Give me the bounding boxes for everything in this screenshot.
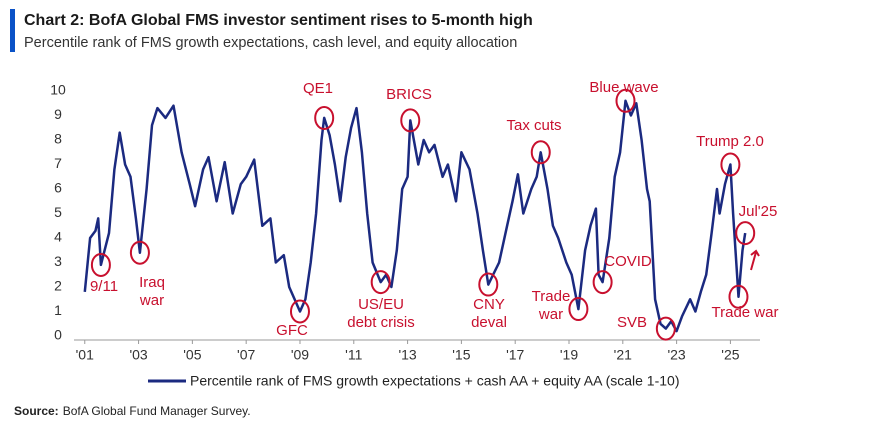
annotation-circle xyxy=(592,270,613,295)
y-tick-label: 2 xyxy=(54,278,62,294)
annotation-label: QE1 xyxy=(303,80,333,97)
y-tick-label: 4 xyxy=(54,229,62,245)
x-tick-label: '05 xyxy=(183,347,201,363)
y-tick-label: 8 xyxy=(54,131,62,147)
annotation-label: debt crisis xyxy=(347,314,415,331)
source: Source: BofA Global Fund Manager Survey. xyxy=(14,404,251,418)
y-tick-label: 7 xyxy=(54,155,62,171)
annotation-circle xyxy=(370,270,391,295)
annotation-label: BRICS xyxy=(386,86,432,103)
arrow xyxy=(750,249,760,271)
annotation-label: Trump 2.0 xyxy=(696,133,764,150)
annotation-circle xyxy=(735,221,756,246)
x-tick-label: '21 xyxy=(614,347,632,363)
annotation-circle xyxy=(478,272,499,297)
annotation-label: Trade war xyxy=(712,304,779,321)
x-tick-label: '17 xyxy=(506,347,524,363)
source-text: BofA Global Fund Manager Survey. xyxy=(63,404,251,418)
x-tick-label: '19 xyxy=(560,347,578,363)
x-tick-label: '07 xyxy=(237,347,255,363)
series-line xyxy=(83,99,747,333)
x-tick-label: '23 xyxy=(667,347,685,363)
annotation-circle xyxy=(400,108,421,133)
annotation-label: deval xyxy=(471,314,507,331)
x-tick-label: '25 xyxy=(721,347,739,363)
x-tick-label: '09 xyxy=(291,347,309,363)
annotation-label: Jul'25 xyxy=(739,203,778,220)
x-tick-label: '15 xyxy=(452,347,470,363)
chart-title: Chart 2: BofA Global FMS investor sentim… xyxy=(24,12,533,29)
annotation-circle xyxy=(90,252,111,277)
annotation-label: CNY xyxy=(473,296,505,313)
y-tick-label: 6 xyxy=(54,180,62,196)
y-tick-label: 5 xyxy=(54,204,62,220)
annotation-circle xyxy=(728,284,749,309)
annotation-label: GFC xyxy=(276,322,308,339)
annotation-circle xyxy=(314,105,335,130)
annotation-circle xyxy=(615,88,636,113)
title-accent xyxy=(10,9,15,52)
y-tick-label: 1 xyxy=(54,302,62,318)
annotation-circle xyxy=(129,240,150,265)
y-tick-label: 10 xyxy=(50,82,66,98)
annotation-circle xyxy=(530,140,551,165)
y-tick-label: 0 xyxy=(54,327,62,343)
x-tick-label: '11 xyxy=(345,347,362,363)
annotation-label: SVB xyxy=(617,314,647,331)
legend-label: Percentile rank of FMS growth expectatio… xyxy=(190,373,679,389)
annotation-circle xyxy=(289,299,310,324)
annotation-circle xyxy=(655,316,676,341)
x-tick-label: '01 xyxy=(76,347,94,363)
y-tick-label: 3 xyxy=(54,253,62,269)
x-tick-label: '03 xyxy=(129,347,147,363)
annotation-label: Iraq xyxy=(139,274,165,291)
y-tick-label: 9 xyxy=(54,106,62,122)
annotation-circle xyxy=(568,297,589,322)
annotation-label: war xyxy=(538,306,563,323)
chart-subtitle: Percentile rank of FMS growth expectatio… xyxy=(24,35,517,51)
annotation-label: war xyxy=(139,292,164,309)
annotation-label: Blue wave xyxy=(589,79,658,96)
annotation-label: US/EU xyxy=(358,296,404,313)
source-label: Source: xyxy=(14,404,59,418)
annotation-label: COVID xyxy=(604,253,652,270)
x-tick-label: '13 xyxy=(398,347,416,363)
annotation-label: 9/11 xyxy=(90,278,118,295)
annotation-circle xyxy=(720,152,741,177)
annotation-label: Trade xyxy=(532,288,571,305)
annotation-label: Tax cuts xyxy=(506,117,561,134)
